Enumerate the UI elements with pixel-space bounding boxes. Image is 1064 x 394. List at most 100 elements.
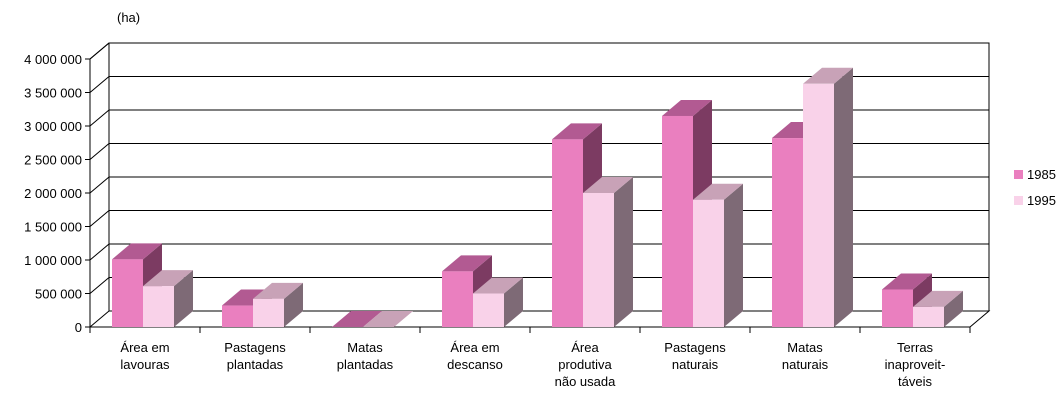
bar-top bbox=[552, 123, 602, 140]
bar-front bbox=[583, 193, 614, 327]
legend: 1985 1995 bbox=[1014, 167, 1056, 208]
x-axis-labels: Área em lavouras Pastagens plantadas Matas pl… bbox=[89, 327, 971, 389]
bar-front bbox=[913, 306, 944, 327]
x-category-label-line: Pastagens bbox=[664, 340, 726, 355]
bar-front bbox=[882, 289, 913, 327]
bar-top bbox=[913, 290, 963, 307]
x-category-label: Terras inaproveit-táveis bbox=[885, 340, 946, 389]
bar-front bbox=[222, 305, 253, 327]
gridline bbox=[89, 42, 989, 60]
y-tick-label: 3 000 000 bbox=[24, 119, 82, 134]
bar-top bbox=[803, 67, 853, 84]
x-category-label-line: táveis bbox=[898, 374, 932, 389]
y-tick-label: 1 000 000 bbox=[24, 253, 82, 268]
bar-front bbox=[112, 259, 143, 327]
legend-swatch-1985 bbox=[1014, 170, 1023, 179]
x-category-label-line: naturais bbox=[672, 357, 719, 372]
bar-front bbox=[143, 286, 174, 327]
gridline bbox=[89, 143, 989, 160]
x-category-label: Pastagens naturais bbox=[664, 340, 726, 372]
bar-front bbox=[803, 83, 834, 327]
bar-top bbox=[332, 311, 382, 327]
gridline bbox=[89, 76, 989, 93]
bar-top bbox=[583, 177, 633, 193]
x-category-label: Área em descanso bbox=[447, 340, 503, 372]
bar-front bbox=[442, 271, 473, 327]
x-category-label: Matas plantadas bbox=[337, 340, 394, 372]
x-category-label-line: descanso bbox=[447, 357, 503, 372]
gridline bbox=[89, 176, 989, 194]
bar-1995-0 bbox=[143, 270, 193, 327]
x-category-label-line: inaproveit- bbox=[885, 357, 946, 372]
x-category-label: Matas naturais bbox=[782, 340, 829, 372]
gridlines bbox=[89, 42, 989, 294]
bar-1995-1 bbox=[253, 282, 303, 327]
gridline bbox=[89, 210, 989, 227]
bar-side bbox=[834, 67, 853, 327]
bar-front bbox=[662, 115, 693, 327]
x-category-label-line: Terras bbox=[897, 340, 934, 355]
x-category-label-line: lavouras bbox=[120, 357, 170, 372]
x-category-label: Área em lavouras bbox=[120, 340, 170, 372]
bar-top bbox=[442, 255, 492, 272]
x-category-label: Pastagens plantadas bbox=[224, 340, 286, 372]
y-tick-label: 1 500 000 bbox=[24, 220, 82, 235]
y-tick-label: 2 500 000 bbox=[24, 153, 82, 168]
bar-front bbox=[693, 199, 724, 327]
bar-1995-6 bbox=[803, 67, 853, 327]
bar-top bbox=[112, 243, 162, 260]
bar-1985-4 bbox=[552, 123, 602, 328]
bar-1995-5 bbox=[693, 183, 743, 327]
bar-1995-7 bbox=[913, 290, 963, 327]
bar-side bbox=[614, 177, 633, 327]
bar-top bbox=[363, 311, 413, 327]
bar-front bbox=[772, 138, 803, 327]
x-category-label-line: Área em bbox=[120, 340, 169, 355]
legend-label-1985: 1985 bbox=[1027, 167, 1056, 182]
legend-swatch-1995 bbox=[1014, 196, 1023, 205]
x-category-label-line: plantadas bbox=[227, 357, 284, 372]
bar-1995-3 bbox=[473, 277, 523, 327]
bar-top bbox=[693, 183, 743, 200]
x-category-label-line: Pastagens bbox=[224, 340, 286, 355]
x-category-label-line: Área bbox=[571, 340, 599, 355]
bar-top bbox=[662, 99, 712, 116]
gridline bbox=[89, 109, 989, 127]
bar-1995-4 bbox=[583, 177, 633, 327]
y-tick-label: 500 000 bbox=[35, 287, 82, 302]
bars bbox=[112, 67, 963, 328]
bar-1985-2 bbox=[332, 311, 382, 327]
bar-front bbox=[473, 293, 504, 327]
bar-top bbox=[882, 273, 932, 290]
bar-side bbox=[504, 277, 523, 327]
bar-side bbox=[944, 290, 963, 327]
unit-label: (ha) bbox=[117, 10, 140, 25]
x-category-label-line: naturais bbox=[782, 357, 829, 372]
y-tick-label: 0 bbox=[75, 320, 82, 335]
legend-label-1995: 1995 bbox=[1027, 193, 1056, 208]
chart-walls bbox=[88, 42, 991, 328]
x-category-label-line: não usada bbox=[555, 374, 616, 389]
y-axis-ticks: 0 500 000 1 000 000 1 500 000 2 000 000 2 500… bbox=[24, 52, 90, 335]
bar-side bbox=[724, 183, 743, 327]
bar-front bbox=[552, 139, 583, 327]
bar-side bbox=[284, 282, 303, 327]
x-category-label-line: produtiva bbox=[558, 357, 612, 372]
bar-side bbox=[174, 270, 193, 327]
x-category-label-line: plantadas bbox=[337, 357, 394, 372]
y-tick-label: 4 000 000 bbox=[24, 52, 82, 67]
bar-top bbox=[253, 282, 303, 299]
x-category-label-line: Matas bbox=[787, 340, 823, 355]
y-tick-label: 3 500 000 bbox=[24, 86, 82, 101]
x-category-label-line: Área em bbox=[450, 340, 499, 355]
bar-front bbox=[253, 298, 284, 327]
y-tick-label: 2 000 000 bbox=[24, 186, 82, 201]
bar-1995-2 bbox=[363, 311, 413, 327]
x-category-label: Área produtiva não usada bbox=[555, 340, 616, 389]
bar-top bbox=[143, 270, 193, 287]
x-category-label-line: Matas bbox=[347, 340, 383, 355]
gridline bbox=[89, 277, 989, 294]
gridline bbox=[89, 243, 989, 261]
bar-top bbox=[473, 277, 523, 294]
